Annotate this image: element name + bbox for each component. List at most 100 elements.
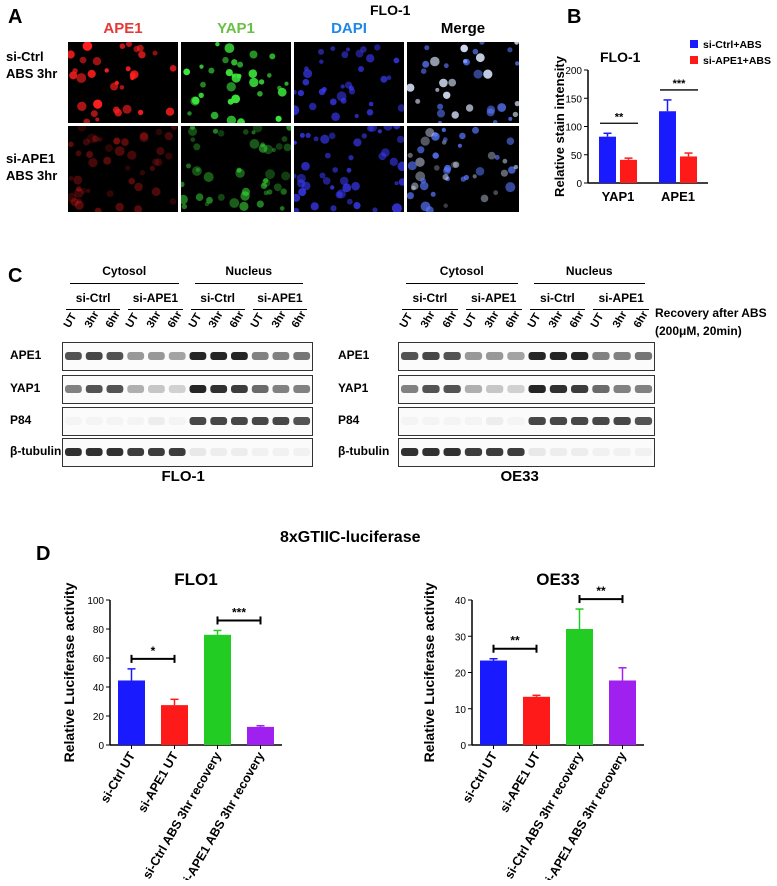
cell [261,178,271,187]
cell [215,42,220,47]
cell [294,193,301,202]
cell [249,50,258,59]
cell [231,73,241,83]
lane-label: UT [186,311,204,330]
cell [411,185,416,191]
blot-band [210,385,228,393]
cell [231,94,241,104]
cell [188,126,198,136]
cell [104,68,109,73]
lane-label: UT [61,311,80,330]
blot-band [293,385,311,393]
cell [303,69,313,79]
bar [599,136,616,183]
lane-label: 3hr [610,309,630,330]
cell [169,65,177,72]
group-label: si-APE1 [470,291,517,305]
blot-band [65,352,82,360]
cell [74,188,84,198]
cell [222,56,229,64]
cell [309,102,317,111]
fraction-label: Nucleus [565,264,613,278]
blot-band [106,385,124,393]
cell [304,66,309,71]
panel-d-letter: D [36,543,51,565]
cell [256,200,264,208]
x-tick-label: si-APE1 ABS 3hr recovery [177,749,267,880]
blot-band [613,385,631,393]
lane-label: 6hr [103,309,123,330]
cell [280,188,287,195]
row-label-si-ape1: si-APE1 ABS 3hr [6,150,57,184]
cell [200,81,206,88]
cell [298,188,307,197]
cell [86,188,91,193]
cell [152,50,158,56]
cell [432,152,439,159]
cell [366,109,374,116]
blot-band [549,417,568,425]
cell [267,189,273,195]
blot-band [422,352,440,360]
cell [294,105,300,116]
cell [411,182,419,190]
y-tick-label: 200 [565,66,582,77]
blot-band [251,417,269,425]
blot-band [168,352,186,360]
y-axis-label: Relative Luciferase activity [61,582,77,762]
blot-band [251,352,269,360]
cell [361,133,367,139]
blot-band [189,448,207,456]
blot-strip-ape1 [62,342,313,371]
cell [130,75,135,80]
cell [420,68,427,74]
cell [486,105,496,114]
cell [110,82,119,91]
cell [94,207,102,212]
lane-label: UT [248,311,267,330]
cell [139,131,149,141]
blot-band [65,417,82,425]
blot-band [528,352,546,360]
micrograph-yap1-row1 [181,42,291,123]
cell [76,198,82,204]
bar [480,660,507,745]
cell [122,104,132,114]
blot-band [189,417,207,425]
legend-label: si-APE1+ABS [703,55,771,67]
cell [398,178,404,186]
cell [339,176,349,186]
blot-band [148,385,165,393]
blot-row-label: APE1 [10,348,42,362]
cell [243,129,249,135]
blot-band [507,417,525,425]
cell [281,171,291,181]
blot-band [571,448,589,456]
cell [329,98,337,106]
blot-band [528,417,546,425]
blot-row-label: APE1 [338,348,370,362]
lane-label: 3hr [144,309,164,330]
cell [437,103,444,110]
group-divider [529,309,586,310]
lane-label: 3hr [546,309,566,330]
cell [420,201,431,212]
blot-band [272,352,290,360]
lane-label: 3hr [482,309,502,330]
cell [74,200,84,210]
cell [497,103,507,112]
cell [281,136,288,142]
cell [275,115,282,122]
blot-band [168,385,186,393]
chart-title: FLO-1 [600,49,641,65]
lane-label: UT [525,311,543,330]
cell [472,126,479,134]
chart-title: OE33 [536,570,579,589]
cell [75,150,82,157]
cell [263,144,273,155]
cell [493,190,499,196]
blot-band [464,448,483,456]
cell [500,169,508,177]
cell [204,201,210,207]
cell [212,128,219,134]
